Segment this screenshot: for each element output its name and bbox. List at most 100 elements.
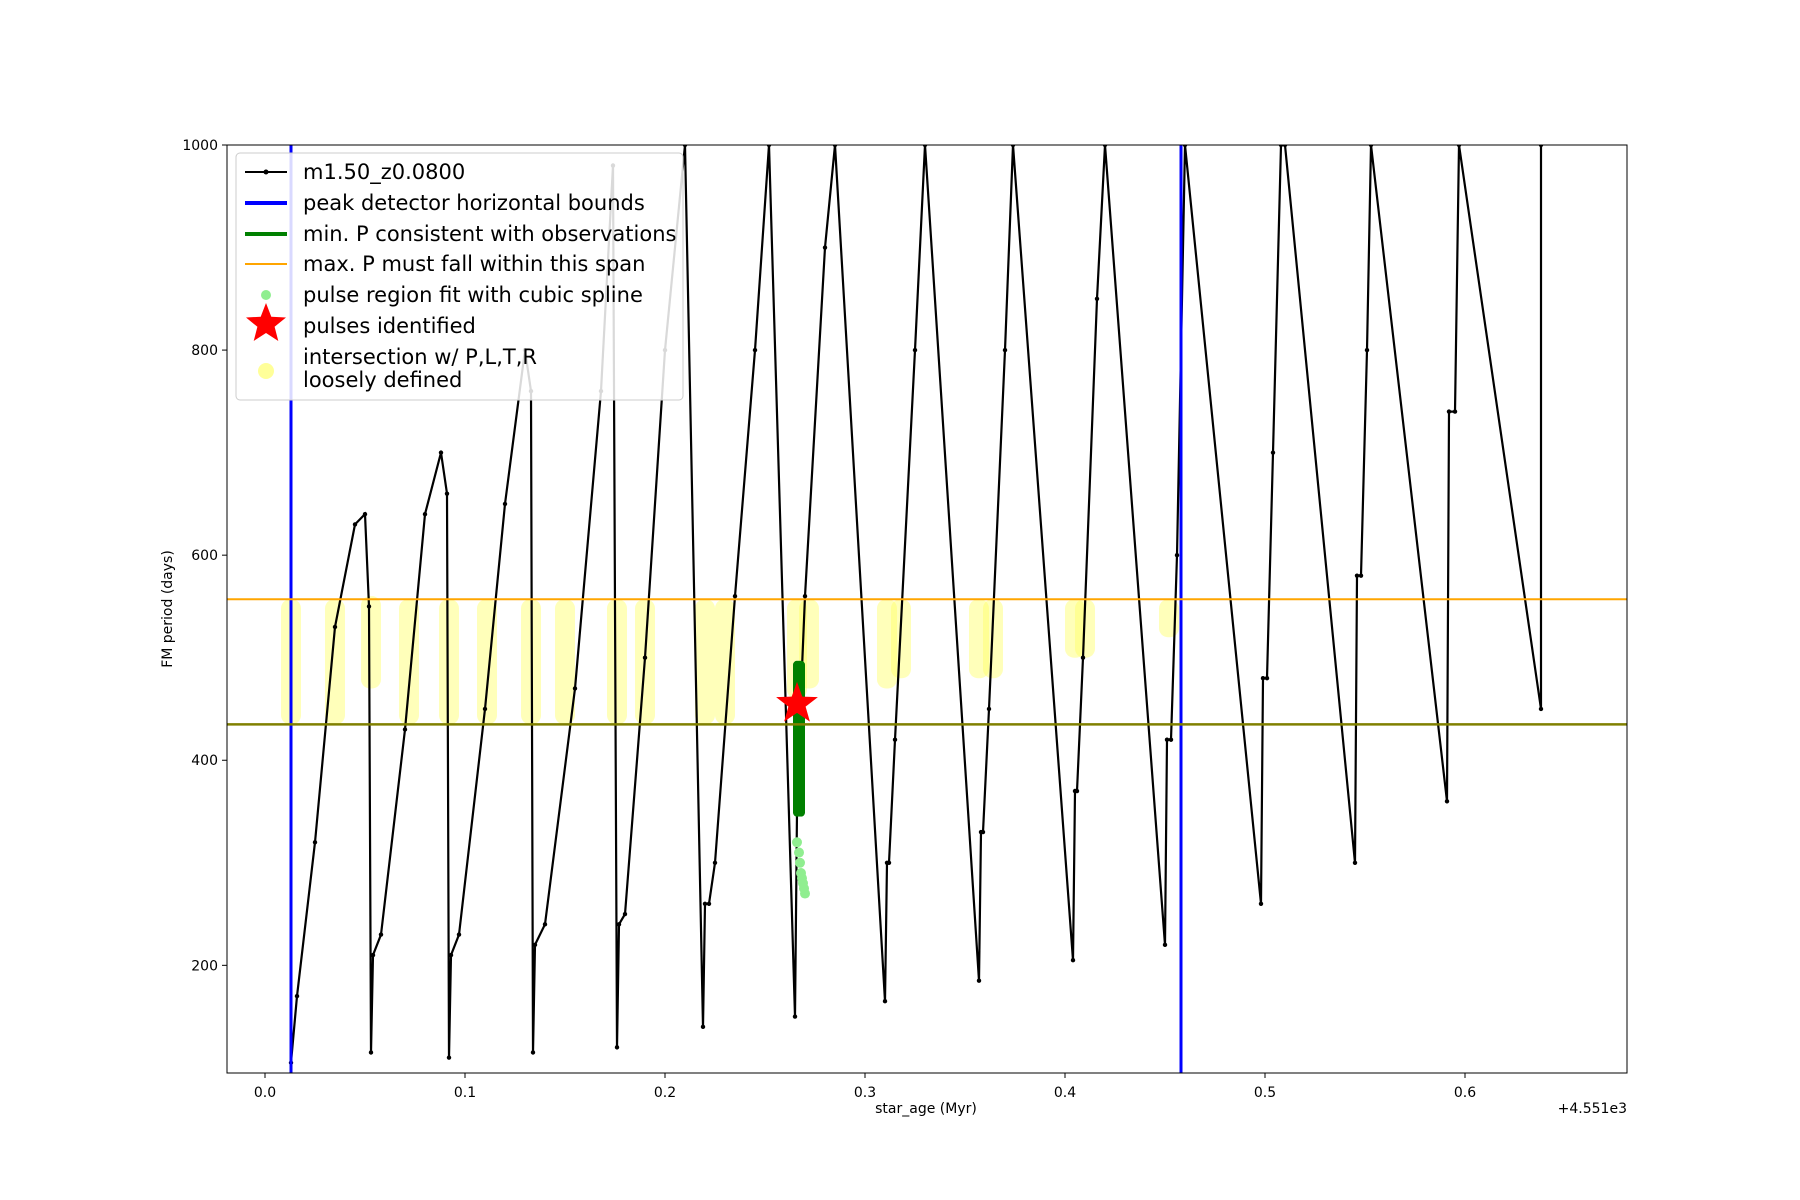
series-point: [1080, 655, 1086, 660]
intersection-mark: [695, 599, 715, 725]
series-point: [712, 860, 718, 865]
pulse-fit-point: [800, 888, 810, 899]
series-point: [1070, 958, 1076, 963]
series-point: [378, 932, 384, 937]
pulse-fit-point: [795, 857, 805, 868]
series-point: [448, 952, 454, 958]
series-point: [832, 145, 838, 148]
series-point: [1074, 788, 1080, 794]
intersection-mark: [361, 596, 381, 689]
series-point: [1164, 737, 1170, 742]
intersection-mark: [969, 599, 989, 679]
series-point: [1162, 942, 1168, 948]
series-point: [444, 491, 450, 496]
series-point: [980, 829, 986, 835]
series-point: [312, 840, 318, 845]
x-tick-label: 0.0: [254, 1085, 276, 1101]
series-point: [976, 978, 982, 983]
series-point: [370, 952, 376, 958]
x-tick-label: 0.1: [454, 1085, 476, 1101]
series-point: [912, 347, 918, 353]
y-tick-label: 600: [191, 548, 218, 564]
pulse-fit-point: [794, 847, 804, 858]
series-point: [1282, 145, 1288, 148]
series-point: [706, 901, 712, 907]
legend-label: intersection w/ P,L,T,R: [303, 345, 537, 369]
series-point: [1260, 676, 1266, 681]
series-point: [352, 522, 358, 527]
series-point: [1446, 409, 1452, 414]
y-tick-label: 200: [191, 958, 218, 974]
series-point: [1368, 145, 1374, 148]
series-point: [1278, 145, 1284, 148]
legend-handle: [258, 363, 274, 379]
intersection-mark: [325, 599, 345, 725]
series-point: [702, 901, 708, 907]
series-point: [1258, 901, 1264, 907]
y-tick-label: 400: [191, 753, 218, 769]
y-tick-label: 800: [191, 343, 218, 359]
series-point: [1002, 347, 1008, 353]
series-point: [1364, 347, 1370, 353]
series-point: [1010, 145, 1016, 148]
series-point: [1358, 573, 1364, 578]
legend-label: pulse region fit with cubic spline: [303, 283, 643, 307]
x-tick-label: 0.5: [1254, 1085, 1276, 1101]
series-point: [438, 450, 444, 455]
y-axis-label: FM period (days): [160, 550, 176, 668]
series-point: [332, 624, 338, 630]
series-point: [1182, 145, 1188, 148]
series-point: [402, 727, 408, 732]
series-point: [1352, 860, 1358, 865]
x-offset-label: +4.551e3: [1558, 1101, 1627, 1117]
series-point: [362, 511, 368, 517]
series-point: [294, 993, 300, 999]
x-axis: 0.0 0.1 0.2 0.3 0.4 0.5 0.6: [254, 1073, 1476, 1101]
legend-handle-star: [246, 303, 286, 341]
legend-label: peak detector horizontal bounds: [303, 191, 645, 215]
series-point: [922, 145, 928, 148]
series-point: [986, 706, 992, 712]
plot-area: [227, 145, 1627, 1073]
min-period-marker: [797, 660, 805, 817]
series-point: [1354, 573, 1360, 578]
series-point: [642, 655, 648, 660]
pulse-identified-star: [776, 681, 818, 722]
series-point: [1168, 737, 1174, 742]
series-point: [822, 245, 828, 250]
series-point: [446, 1055, 452, 1060]
x-axis-label: star_age (Myr): [875, 1101, 977, 1117]
series-point: [892, 737, 898, 742]
series-point: [1444, 799, 1450, 804]
intersection-mark: [715, 599, 735, 725]
series-point: [1102, 145, 1108, 148]
series-point: [572, 686, 578, 691]
series-point: [366, 604, 372, 609]
pulse-fit-point: [792, 837, 802, 848]
legend-label: m1.50_z0.0800: [303, 160, 465, 185]
series-point: [1264, 676, 1270, 681]
series-point: [616, 922, 622, 927]
series-point: [1538, 706, 1544, 712]
legend-handle-marker: [263, 169, 269, 175]
series-point: [1174, 552, 1180, 558]
legend-label: loosely defined: [303, 368, 462, 392]
series-point: [700, 1024, 706, 1030]
series-point: [482, 706, 488, 712]
series-point: [1456, 145, 1462, 148]
series-point: [1094, 296, 1100, 302]
series-point: [802, 593, 808, 599]
x-tick-label: 0.2: [654, 1085, 676, 1101]
x-tick-label: 0.4: [1054, 1085, 1076, 1101]
intersection-mark: [607, 599, 627, 725]
series-point: [1538, 145, 1544, 148]
x-tick-label: 0.6: [1454, 1085, 1476, 1101]
y-axis: 200 400 600 800 1000: [182, 138, 227, 974]
series-point: [614, 1045, 620, 1050]
series-point: [1452, 409, 1458, 414]
legend-box: [235, 152, 684, 401]
legend-label: max. P must fall within this span: [303, 252, 645, 276]
series-point: [532, 942, 538, 948]
series-point: [422, 511, 428, 517]
